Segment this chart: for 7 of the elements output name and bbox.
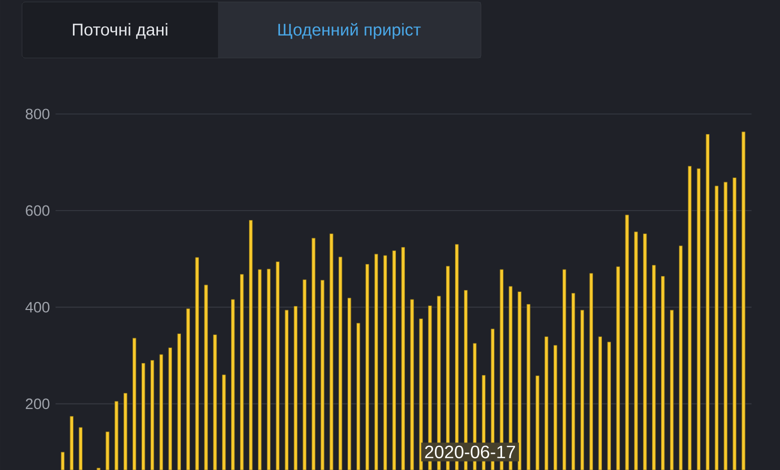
y-tick-label: 400 bbox=[25, 302, 50, 312]
annotation: 2020-06-17 bbox=[425, 446, 516, 458]
text: Поточні дані bbox=[72, 23, 168, 39]
y-tick-label: 600 bbox=[26, 205, 50, 216]
text: Щоденний приріст bbox=[278, 22, 421, 40]
y-tick-label: 800 bbox=[26, 108, 50, 120]
y-tick-label: 200 bbox=[26, 398, 50, 410]
